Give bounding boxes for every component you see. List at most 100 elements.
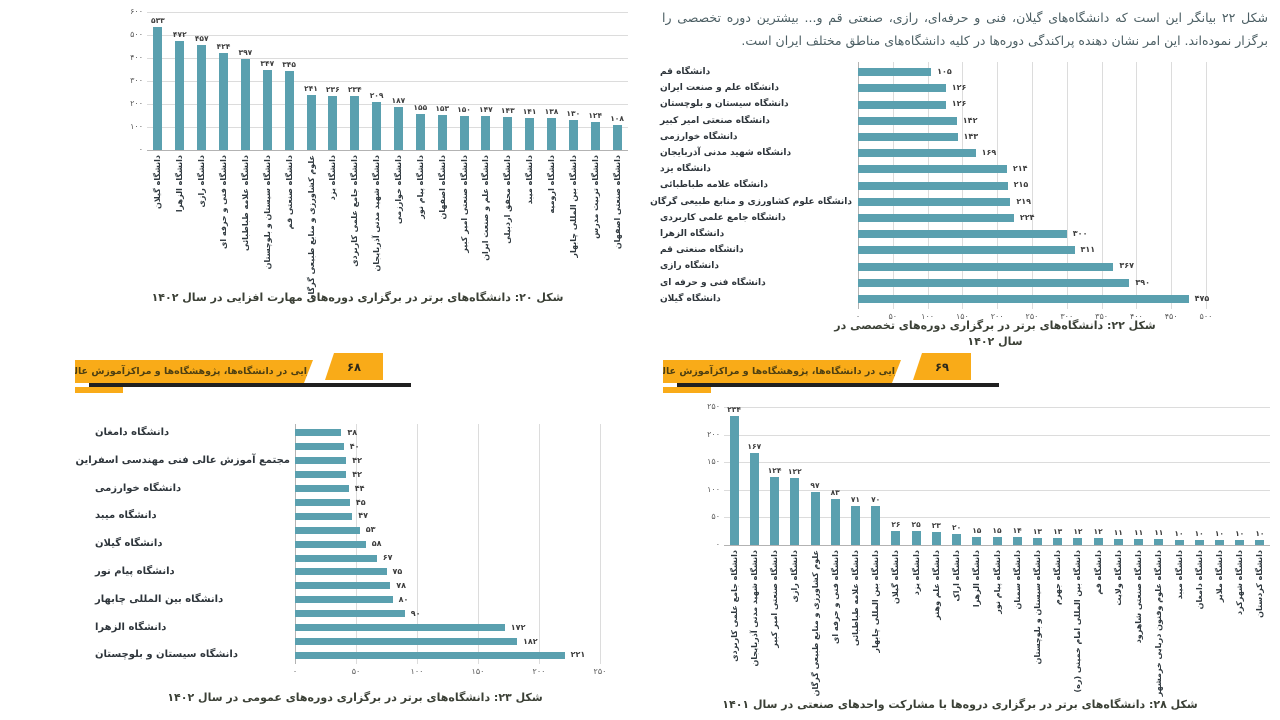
bar — [871, 506, 881, 545]
bar — [1134, 538, 1144, 545]
bar-value-label: ۲۲۱ — [570, 650, 586, 660]
bar — [858, 230, 1067, 239]
bar — [590, 121, 600, 150]
grid-line — [1066, 62, 1068, 309]
category-label: دانشگاه جامع علمی کاربردی — [350, 155, 360, 267]
category-label: دانشگاه خوارزمی — [393, 155, 403, 224]
bar — [295, 485, 349, 492]
bar-value-label: ۴۲ — [352, 455, 362, 465]
bar — [931, 532, 941, 545]
bar-value-label: ۱۲۲ — [787, 466, 802, 476]
bar — [1073, 538, 1083, 545]
axis-tick-label: ۶۰۰ — [130, 7, 143, 16]
bar — [729, 415, 739, 545]
bar-value-label: ۹۰ — [410, 608, 421, 618]
bar-value-label: ۳۰۰ — [1072, 229, 1088, 238]
category-label: دانشگاه بین المللی چابهار — [871, 550, 881, 653]
bar — [415, 114, 425, 150]
bar — [295, 651, 565, 659]
bar-value-label: ۴۴ — [354, 483, 365, 493]
bar-value-label: ۱۳ — [1032, 526, 1042, 536]
grid-line — [147, 81, 628, 82]
bar-value-label: ۱۰ — [1174, 528, 1184, 538]
axis-tick-label: ۰ — [292, 667, 298, 677]
axis-tick-label: ۱۰۰ — [130, 122, 143, 131]
bar-value-label: ۳۴۷ — [260, 59, 275, 69]
category-label: دانشگاه الزهرا — [972, 550, 982, 608]
bar-value-label: ۲۵ — [911, 520, 921, 530]
category-label: دانشگاه صنعتی قم — [284, 155, 294, 230]
axis-tick-label: ۳۰۰ — [1060, 312, 1074, 321]
bar-value-label: ۷۰ — [871, 495, 881, 505]
bar — [393, 107, 403, 150]
bar — [284, 70, 294, 150]
grid-line — [147, 104, 628, 105]
grid-line — [1171, 62, 1173, 309]
figure-20-caption: شکل ۲۰: دانشگاه‌های برتر در برگزاری دوره… — [151, 291, 564, 304]
bar-value-label: ۴۷۵ — [1194, 293, 1210, 303]
category-label: دانشگاه پیام نور — [95, 566, 175, 577]
bar-value-label: ۱۴۳ — [963, 131, 979, 141]
bar-value-label: ۱۳۰ — [566, 109, 581, 119]
category-label: دانشگاه دامغان — [95, 427, 170, 438]
bar — [437, 114, 447, 150]
category-label: علوم کشاورزی و منابع طبیعی گرگان — [810, 550, 820, 697]
bar — [612, 125, 622, 150]
banner-tab — [75, 387, 123, 393]
bar-value-label: ۲۳۴ — [727, 404, 741, 414]
category-label: دانشگاه الزهرا — [95, 621, 167, 633]
bar — [197, 44, 207, 150]
category-label: دانشگاه رازی — [197, 155, 207, 208]
category-label: دانشگاه شهرکرد — [1235, 550, 1245, 616]
category-label: دانشگاه پیام نور — [992, 550, 1002, 614]
category-label: دانشگاه اراک — [952, 550, 962, 602]
bar-value-label: ۲۳۶ — [325, 84, 340, 94]
bar — [262, 70, 272, 150]
bar-value-label: ۵۸ — [371, 539, 382, 549]
category-label: مجتمع آموزش عالی فنی مهندسی اسفراین — [75, 454, 290, 466]
bar — [153, 27, 163, 150]
bar — [295, 471, 347, 479]
grid-line — [539, 424, 540, 665]
bar — [295, 596, 393, 604]
bar — [525, 117, 535, 150]
category-label: دانشگاه ارومیه — [547, 155, 556, 214]
category-label: علوم کشاورزی و منابع طبیعی گرگان — [306, 155, 316, 302]
category-label: دانشگاه فنی و حرفه ای — [219, 155, 228, 249]
bar — [1194, 539, 1204, 545]
category-label: دانشگاه سیستان و بلوچستان — [660, 99, 789, 110]
category-label: دانشگاه سیستان و بلوچستان — [262, 155, 272, 270]
bar-value-label: ۱۲۶ — [951, 99, 967, 109]
bar — [810, 491, 820, 545]
bar-value-label: ۲۴۱ — [304, 83, 318, 93]
banner-title-band: مهارت‌افزایی در دانشگاه‌ها، پژوهشگاه‌ها … — [663, 360, 901, 383]
figure-28-chart: ۰ ۵۰ ۱۰۰ ۱۵۰ ۲۰۰ ۲۵۰ ۲۳۴ دانشگاه جامع علمی کارب… — [690, 393, 1275, 697]
axis-tick-label: ۲۵۰ — [593, 667, 607, 677]
category-label: دانشگاه الزهرا — [175, 155, 185, 213]
bar — [459, 115, 469, 150]
category-label: دانشگاه اصفهان — [437, 155, 447, 220]
figure-20-chart: ۰ ۱۰۰ ۲۰۰ ۳۰۰ ۴۰۰ ۵۰۰ ۶۰۰ ۵۳۳ دانشگاه گیلان ۴۷۲ دا… — [85, 0, 630, 302]
bar — [858, 132, 958, 141]
bar — [350, 96, 360, 150]
bar — [295, 540, 366, 548]
bar-value-label: ۸۰ — [398, 594, 409, 604]
bar-value-label: ۲۰۹ — [369, 90, 384, 100]
axis-tick-label: ۲۰۰ — [990, 312, 1004, 321]
axis-tick-label: ۵۰ — [711, 512, 720, 522]
bar — [295, 499, 350, 506]
bar-value-label: ۲۰ — [952, 523, 962, 532]
bar-value-label: ۱۱ — [1154, 527, 1164, 537]
bar — [858, 68, 932, 77]
bar — [770, 476, 780, 545]
bar-value-label: ۴۵۷ — [194, 33, 209, 43]
category-label: دانشگاه گیلان — [153, 155, 163, 209]
bar-value-label: ۱۴۲ — [962, 115, 978, 125]
bar — [295, 443, 344, 451]
banner-tab — [663, 387, 711, 393]
grid-line — [147, 58, 628, 59]
bar — [952, 534, 962, 545]
figure-23-caption: شکل ۲۳: دانشگاه‌های برتر در برگزاری دوره… — [167, 691, 543, 704]
category-label: دانشگاه شهید مدنی آذربایجان — [749, 550, 759, 667]
axis-tick-label: ۰ — [138, 145, 143, 154]
